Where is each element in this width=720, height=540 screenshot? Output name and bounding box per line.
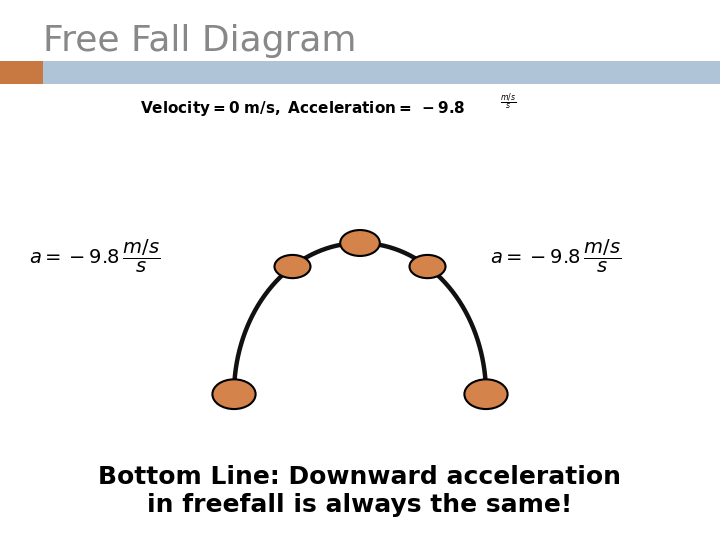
- FancyBboxPatch shape: [0, 61, 43, 84]
- Text: $\mathbf{Velocity= 0\ m/s,\ Acceleration=\ -9.8}$: $\mathbf{Velocity= 0\ m/s,\ Acceleration…: [140, 98, 465, 118]
- Text: $\frac{m/s}{s}$: $\frac{m/s}{s}$: [500, 91, 517, 112]
- Ellipse shape: [464, 379, 508, 409]
- FancyBboxPatch shape: [0, 61, 720, 84]
- Ellipse shape: [274, 255, 310, 278]
- Ellipse shape: [340, 230, 380, 256]
- Ellipse shape: [212, 379, 256, 409]
- Text: $a = -9.8\,\dfrac{m/s}{s}$: $a = -9.8\,\dfrac{m/s}{s}$: [29, 238, 160, 275]
- Text: $a = -9.8\,\dfrac{m/s}{s}$: $a = -9.8\,\dfrac{m/s}{s}$: [490, 238, 621, 275]
- Text: Free Fall Diagram: Free Fall Diagram: [43, 24, 356, 57]
- Text: Bottom Line: Downward acceleration
in freefall is always the same!: Bottom Line: Downward acceleration in fr…: [99, 465, 621, 517]
- Ellipse shape: [410, 255, 446, 278]
